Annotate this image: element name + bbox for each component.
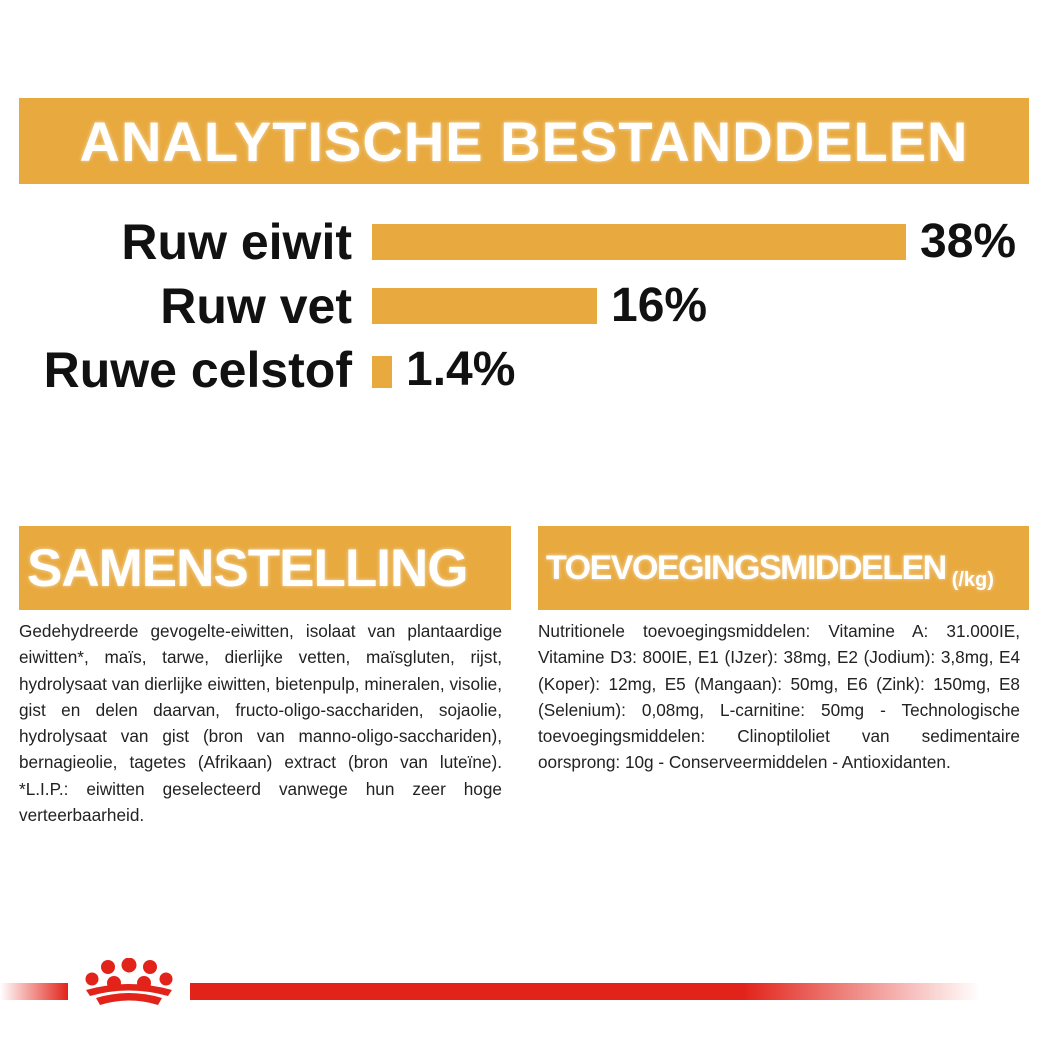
composition-title: SAMENSTELLING — [27, 538, 468, 598]
footer-stripe — [190, 983, 980, 1000]
analysis-banner: ANALYTISCHE BESTANDDELEN — [19, 98, 1029, 184]
nutrient-bar — [372, 224, 906, 260]
nutrient-value: 1.4% — [406, 343, 516, 396]
additives-title: TOEVOEGINGSMIDDELEN — [546, 548, 947, 587]
nutrient-bar — [372, 288, 597, 324]
nutrient-row-protein: Ruw eiwit 38% — [0, 214, 1049, 270]
composition-banner: SAMENSTELLING — [19, 526, 511, 610]
nutrient-value: 38% — [920, 215, 1017, 268]
nutrient-label: Ruw eiwit — [121, 214, 352, 270]
nutrient-label: Ruw vet — [160, 278, 352, 334]
footer-stripe-left — [0, 983, 68, 1000]
nutrient-value: 16% — [611, 279, 708, 332]
composition-text: Gedehydreerde gevogelte-eiwitten, isolaa… — [19, 621, 502, 826]
additives-text: Nutritionele toevoegingsmiddelen: Vitami… — [538, 621, 1020, 773]
nutrient-row-fibre: Ruwe celstof 1.4% — [0, 342, 1049, 398]
additives-banner: TOEVOEGINGSMIDDELEN (/kg) — [538, 526, 1029, 610]
additives-unit: (/kg) — [951, 569, 994, 591]
nutrient-label: Ruwe celstof — [43, 342, 352, 398]
crown-icon — [85, 958, 173, 1005]
nutrient-row-fat: Ruw vet 16% — [0, 278, 1049, 334]
analysis-title: ANALYTISCHE BESTANDDELEN — [79, 109, 969, 173]
nutrient-bar — [372, 356, 392, 388]
